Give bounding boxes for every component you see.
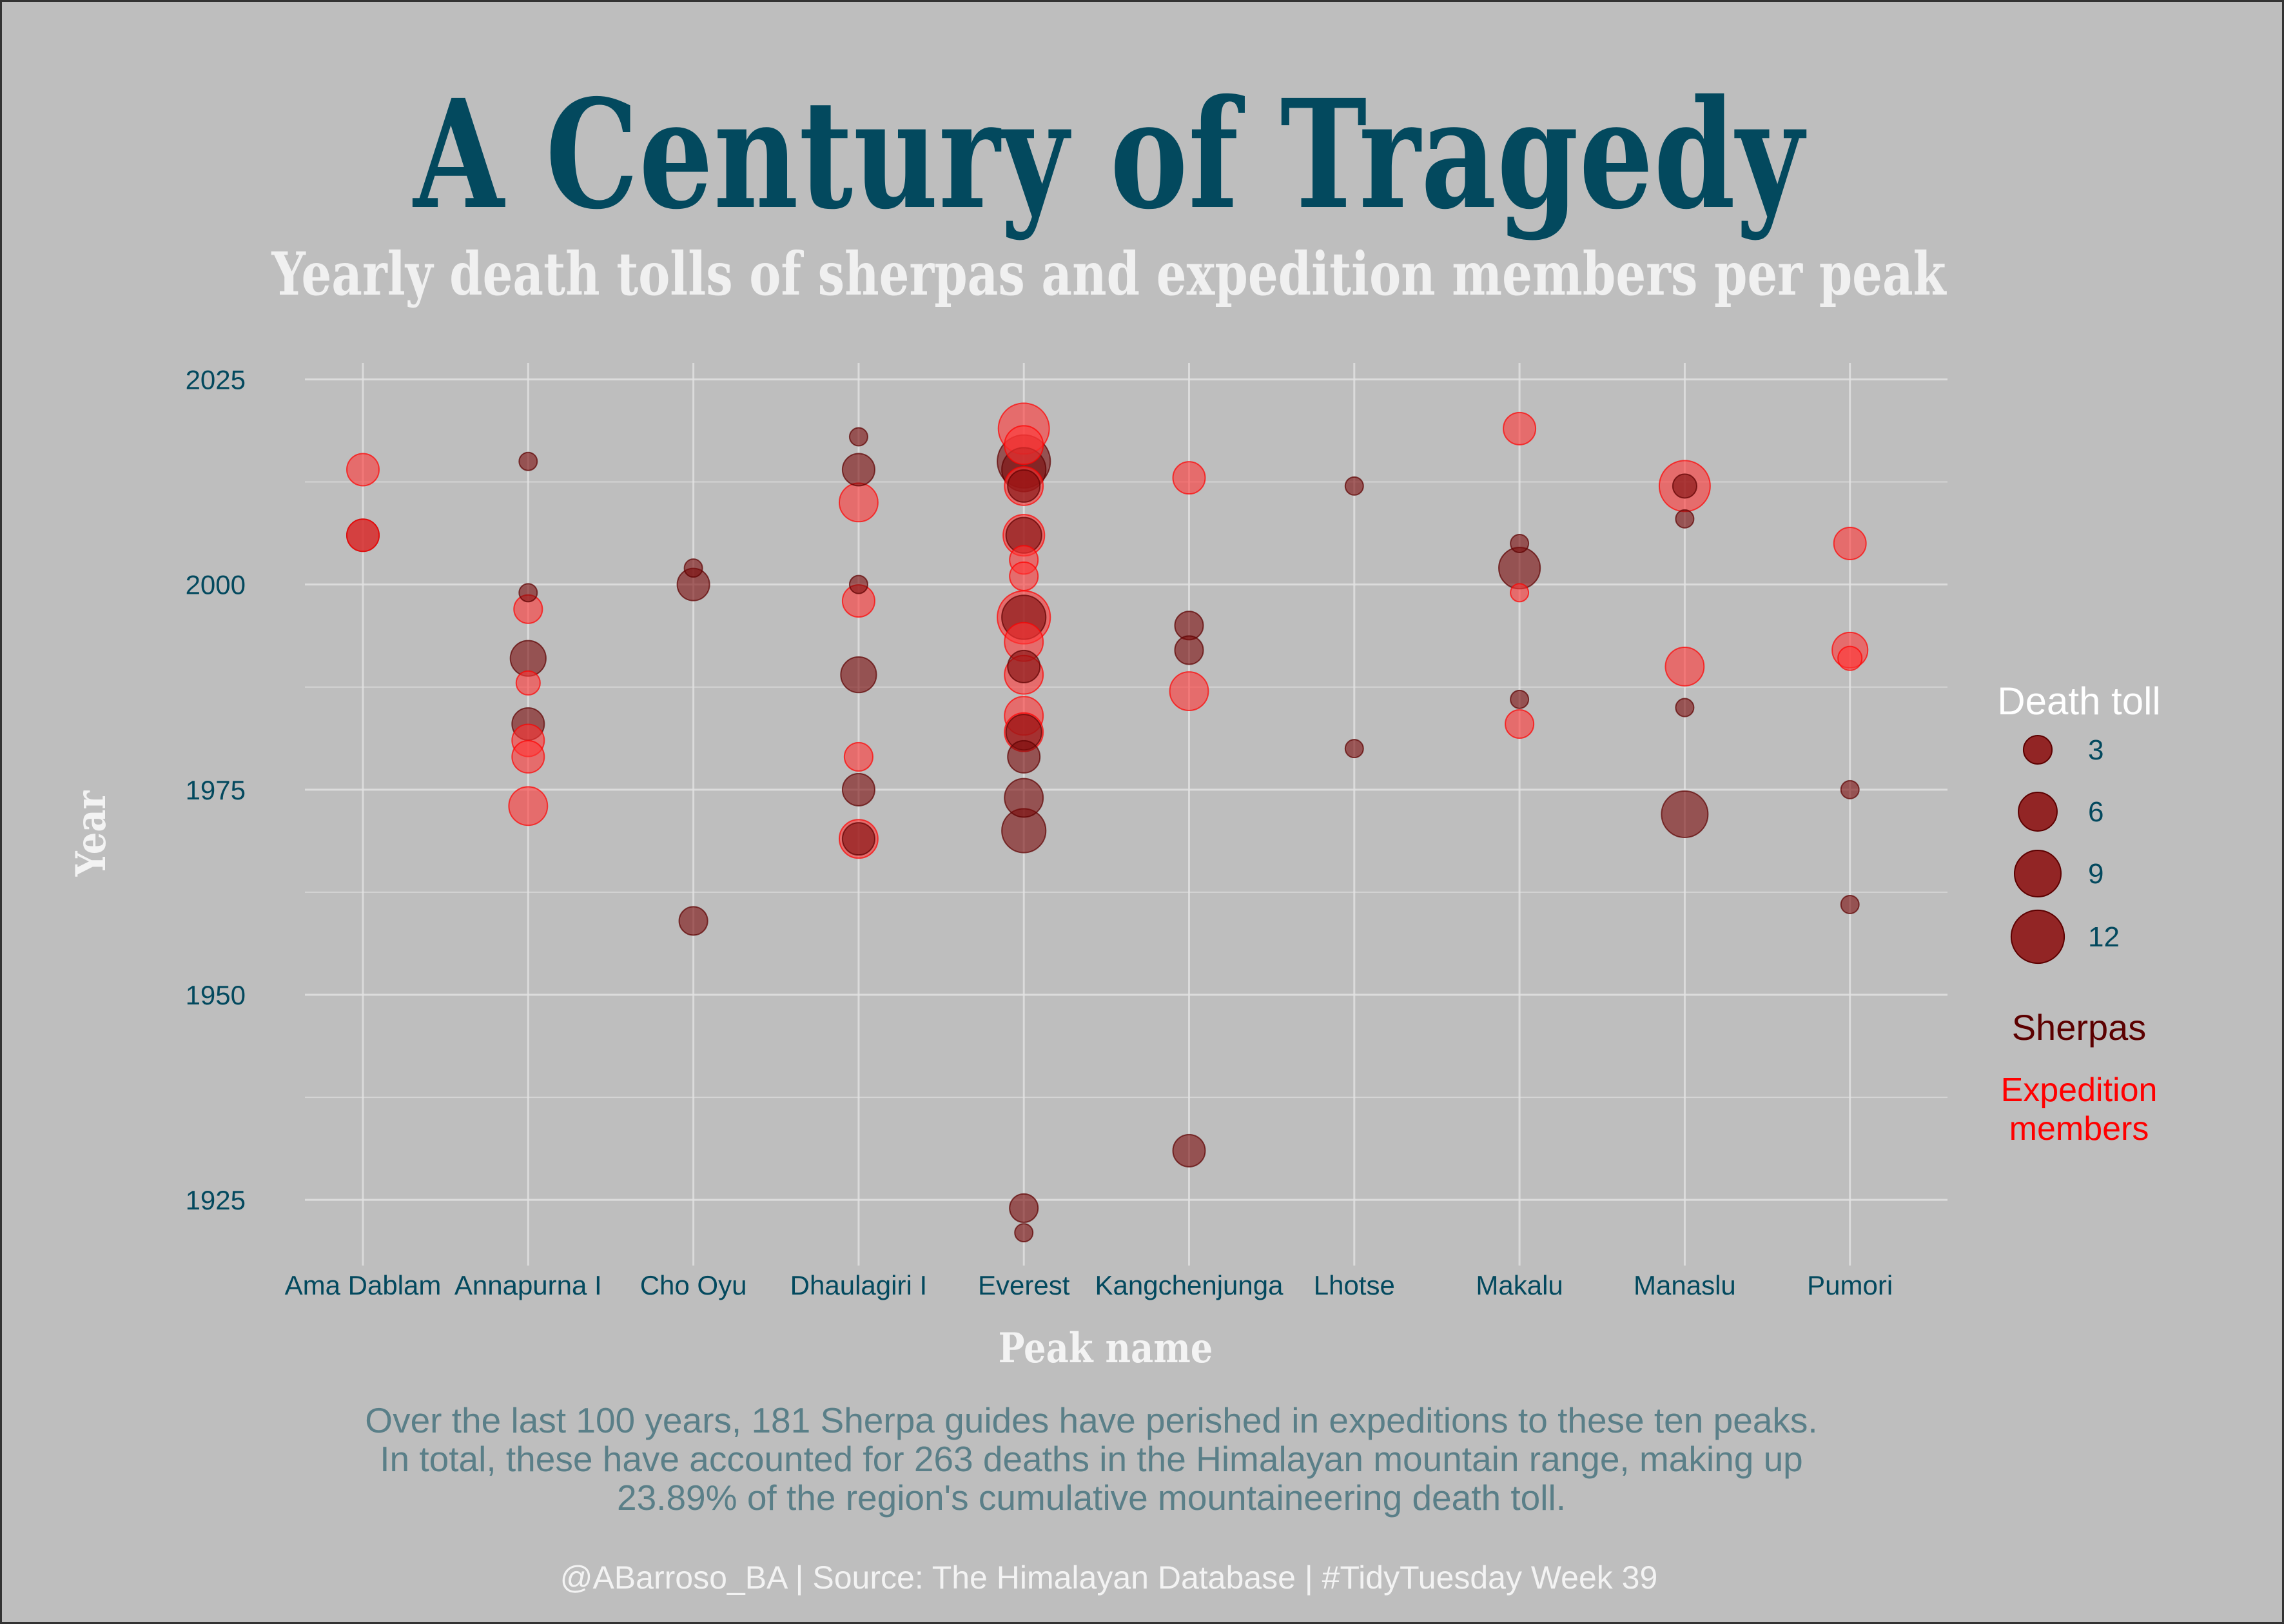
sherpa-point (1344, 739, 1364, 759)
legend-size-label: 12 (2088, 921, 2120, 953)
sherpa-point (848, 574, 868, 594)
expedition-point (1837, 645, 1863, 671)
x-tick-label: Ama Dablam (285, 1270, 442, 1300)
sherpa-point (1007, 469, 1041, 503)
expedition-point (1510, 583, 1530, 603)
expedition-point (346, 453, 380, 487)
sherpa-point (1840, 895, 1860, 914)
sherpa-point (1174, 635, 1204, 665)
expedition-point (508, 786, 549, 827)
legend-size-label: 6 (2088, 796, 2103, 828)
sherpa-point (1014, 1223, 1034, 1243)
legend-size-circle (2018, 792, 2058, 832)
sherpa-point (1344, 476, 1364, 496)
expedition-point (515, 670, 541, 696)
legend-size-label: 9 (2088, 858, 2103, 890)
sherpa-point (1004, 778, 1044, 818)
sherpa-point (1172, 1133, 1206, 1168)
legend-title: Death toll (1997, 680, 2160, 723)
chart-caption: Over the last 100 years, 181 Sherpa guid… (365, 1400, 1818, 1518)
y-axis-ticks: 1925 1950 1975 2000 2025 (186, 364, 246, 1215)
x-axis-title: Peak name (999, 1324, 1213, 1373)
sherpa-point (518, 451, 538, 471)
expedition-point (1169, 671, 1209, 712)
sherpa-point (678, 906, 708, 936)
expedition-point (838, 482, 879, 523)
chart-title: A Century of Tragedy (413, 66, 1804, 242)
x-tick-label: Dhaulagiri I (790, 1270, 927, 1300)
sherpa-point (1840, 779, 1860, 799)
x-tick-label: Makalu (1476, 1270, 1563, 1300)
sherpa-point (1661, 790, 1709, 838)
chart-credit: @ABarroso_BA | Source: The Himalayan Dat… (560, 1560, 1658, 1596)
sherpa-point (1007, 739, 1041, 774)
sherpa-point (1498, 547, 1541, 590)
y-tick-label: 1925 (186, 1185, 246, 1215)
expedition-point (511, 739, 545, 774)
sherpa-point (840, 656, 877, 694)
y-tick-label: 1975 (186, 775, 246, 805)
x-axis-ticks: Ama Dablam Annapurna I Cho Oyu Dhaulagiri I… (285, 1270, 1893, 1300)
sherpa-point (841, 772, 875, 807)
y-tick-label: 2000 (186, 570, 246, 600)
expedition-point (1503, 411, 1537, 445)
legend-size-keys: 3 6 9 12 (2010, 734, 2120, 964)
x-tick-label: Cho Oyu (640, 1270, 747, 1300)
legend-size-label: 3 (2088, 734, 2103, 766)
sherpa-point (1009, 1193, 1039, 1223)
legend-sherpas: Sherpas (2012, 1007, 2147, 1048)
legend: Death toll 3 6 9 12 Sherpas Expedition membe… (1997, 680, 2160, 1148)
x-tick-label: Pumori (1807, 1270, 1893, 1300)
expedition-point (1172, 461, 1206, 495)
expedition-point (1664, 646, 1705, 687)
y-axis-title: Year (67, 790, 115, 877)
y-tick-label: 1950 (186, 980, 246, 1010)
x-tick-label: Lhotse (1314, 1270, 1395, 1300)
y-tick-label: 2025 (186, 364, 246, 395)
legend-expedition-members: Expedition members (2001, 1071, 2158, 1148)
sherpa-point (1675, 509, 1695, 529)
legend-size-circle (2014, 850, 2062, 897)
sherpa-point (848, 427, 868, 447)
data-points (346, 402, 1869, 1243)
sherpa-point (683, 558, 703, 578)
expedition-point (346, 518, 380, 553)
chart-subtitle: Yearly death tolls of sherpas and expedi… (271, 239, 1946, 309)
sherpa-point (1510, 534, 1530, 553)
expedition-point (1004, 425, 1044, 465)
x-tick-label: Manaslu (1634, 1270, 1736, 1300)
x-tick-label: Annapurna I (454, 1270, 602, 1300)
sherpa-point (841, 453, 875, 487)
sherpa-point (1675, 698, 1695, 718)
expedition-point (1009, 561, 1039, 591)
x-tick-label: Kangchenjunga (1095, 1270, 1284, 1300)
sherpa-point (1510, 689, 1530, 709)
expedition-point (1505, 709, 1535, 739)
sherpa-point (1672, 473, 1697, 499)
expedition-point (1833, 527, 1867, 560)
legend-size-circle (2022, 734, 2053, 765)
sherpa-point (841, 822, 875, 856)
sherpa-point (518, 583, 538, 603)
legend-size-circle (2010, 909, 2065, 964)
sherpa-point (1007, 649, 1041, 683)
x-tick-label: Everest (978, 1270, 1070, 1300)
expedition-point (843, 741, 874, 772)
